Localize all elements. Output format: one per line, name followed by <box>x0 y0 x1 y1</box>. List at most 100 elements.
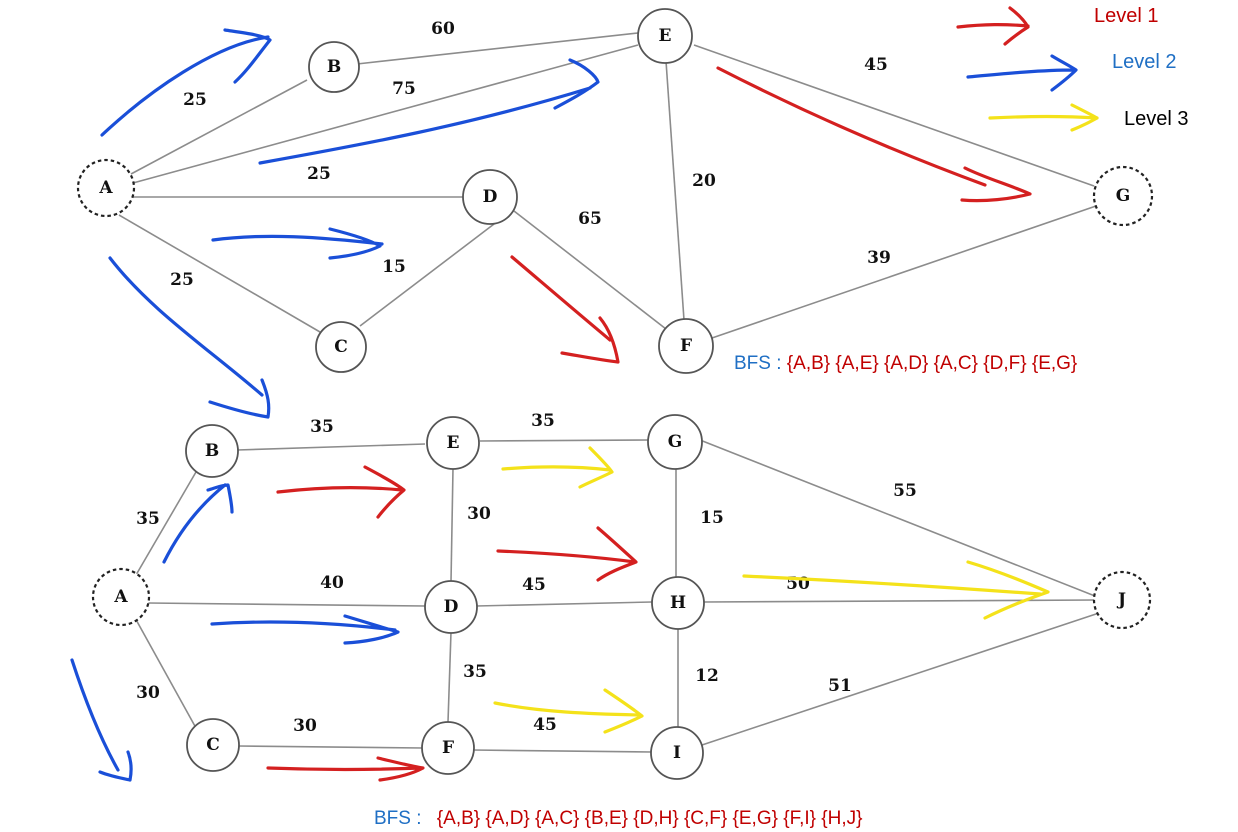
weight-a-c-2: 30 <box>136 683 160 703</box>
weight-h-i-2: 12 <box>695 666 719 686</box>
graph2-bfs-result: BFS : {A,B} {A,D} {A,C} {B,E} {D,H} {C,F… <box>374 808 862 829</box>
edge-d-f <box>513 210 667 330</box>
node-f: F <box>658 318 714 374</box>
edge-b-e-2 <box>236 443 426 451</box>
edge-e-d-2 <box>450 467 454 583</box>
weight-f-i-2: 45 <box>533 715 557 735</box>
edge-f-i-2 <box>471 749 653 753</box>
arrow-d-f <box>510 255 620 364</box>
weight-d-f-2: 35 <box>463 662 487 682</box>
graph1-bfs-result: BFS : {A,B} {A,E} {A,D} {A,C} {D,F} {E,G… <box>734 353 1077 374</box>
weight-a-e: 75 <box>392 79 416 99</box>
node-i-2: I <box>650 726 704 780</box>
edge-a-d-2 <box>147 602 426 607</box>
graph2-bfs-prefix: BFS : <box>374 808 427 829</box>
svg-text:A: A <box>113 587 128 607</box>
arrow-d-h-2 <box>496 526 638 582</box>
graph2-bfs-sequence: {A,B} {A,D} {A,C} {B,E} {D,H} {C,F} {E,G… <box>437 808 863 829</box>
node-d: D <box>462 169 518 225</box>
node-e: E <box>637 8 693 64</box>
svg-text:I: I <box>673 743 681 763</box>
weight-f-g: 39 <box>867 248 891 268</box>
svg-text:G: G <box>1116 186 1131 206</box>
arrow-a-b <box>100 28 272 137</box>
weight-a-d-2: 40 <box>320 573 344 593</box>
weight-a-c: 25 <box>170 270 194 290</box>
weight-c-f-2: 30 <box>293 716 317 736</box>
node-e-2: E <box>426 416 480 470</box>
weight-a-b: 25 <box>183 90 207 110</box>
edge-d-f-2 <box>447 631 452 723</box>
edge-d-c <box>359 220 499 327</box>
edge-a-c-2 <box>133 615 197 729</box>
node-c-2: C <box>186 718 240 772</box>
legend: Level 1 Level 2 Level 3 <box>1094 5 1189 130</box>
graph1-nodes: A B C D E F G <box>76 8 1154 374</box>
node-g-2: G <box>647 414 703 470</box>
arrow-c-f-2 <box>266 756 425 782</box>
edge-e-f <box>665 60 685 321</box>
svg-text:D: D <box>444 597 459 617</box>
node-f-2: F <box>421 721 475 775</box>
arrow-a-c-2 <box>70 658 133 782</box>
edge-d-h-2 <box>475 601 653 607</box>
arrow-e-g <box>716 66 1032 203</box>
graph2-edges <box>133 439 1103 753</box>
arrow-a-d <box>211 227 384 260</box>
edge-i-j-2 <box>701 611 1103 746</box>
svg-text:C: C <box>206 735 220 755</box>
svg-text:J: J <box>1116 590 1126 610</box>
weight-e-g: 45 <box>864 55 888 75</box>
node-a: A <box>76 158 136 218</box>
node-h-2: H <box>651 576 705 630</box>
edge-g-j-2 <box>699 439 1101 599</box>
svg-text:H: H <box>670 593 686 613</box>
graph2-nodes: A B C D E F G H <box>91 414 1152 780</box>
arrow-a-e <box>258 58 600 165</box>
edge-a-e <box>132 44 639 184</box>
graph1-bfs-sequence: {A,B} {A,E} {A,D} {A,C} {D,F} {E,G} <box>787 353 1077 374</box>
graph2-red-arrows <box>266 465 638 782</box>
weight-b-e-2: 35 <box>310 417 334 437</box>
svg-text:B: B <box>327 57 341 77</box>
graph1-red-arrows <box>510 66 1032 364</box>
svg-text:E: E <box>659 26 672 46</box>
legend-arrows <box>956 6 1099 132</box>
svg-text:A: A <box>98 178 113 198</box>
weight-d-f: 65 <box>578 209 602 229</box>
svg-text:C: C <box>334 337 348 357</box>
weight-d-c: 15 <box>382 257 406 277</box>
edge-e-g <box>693 44 1095 187</box>
graph2-weights: 35 35 35 55 30 15 40 45 50 35 12 51 30 4… <box>136 411 917 736</box>
graph1-edges <box>118 32 1097 339</box>
edge-a-c <box>118 214 321 333</box>
weight-e-g-2: 35 <box>531 411 555 431</box>
arrow-b-e-2 <box>276 465 406 519</box>
edge-h-j-2 <box>703 599 1097 603</box>
graph2-blue-arrows <box>70 483 400 782</box>
weight-b-e: 60 <box>431 19 455 39</box>
arrow-e-g-2 <box>501 446 614 489</box>
arrow-a-c <box>108 256 271 419</box>
weight-g-h-2: 15 <box>700 508 724 528</box>
legend-level3-label: Level 3 <box>1124 108 1189 130</box>
weight-e-f: 20 <box>692 171 716 191</box>
svg-text:G: G <box>668 432 683 452</box>
edge-c-f-2 <box>237 745 424 749</box>
legend-arrow-level3 <box>988 103 1099 132</box>
arrow-a-d-2 <box>210 614 400 645</box>
svg-text:E: E <box>447 433 460 453</box>
legend-arrow-level2 <box>966 54 1078 92</box>
legend-level1-label: Level 1 <box>1094 5 1159 27</box>
node-b: B <box>308 41 360 93</box>
edge-b-e <box>356 32 639 65</box>
weight-a-d: 25 <box>307 164 331 184</box>
svg-text:F: F <box>442 738 454 758</box>
graph2-yellow-arrows <box>493 446 1050 734</box>
weight-i-j-2: 51 <box>828 676 852 696</box>
graph1-blue-arrows <box>100 28 600 419</box>
node-g: G <box>1092 165 1154 227</box>
weight-e-d-2: 30 <box>467 504 491 524</box>
edge-f-g <box>711 205 1097 339</box>
